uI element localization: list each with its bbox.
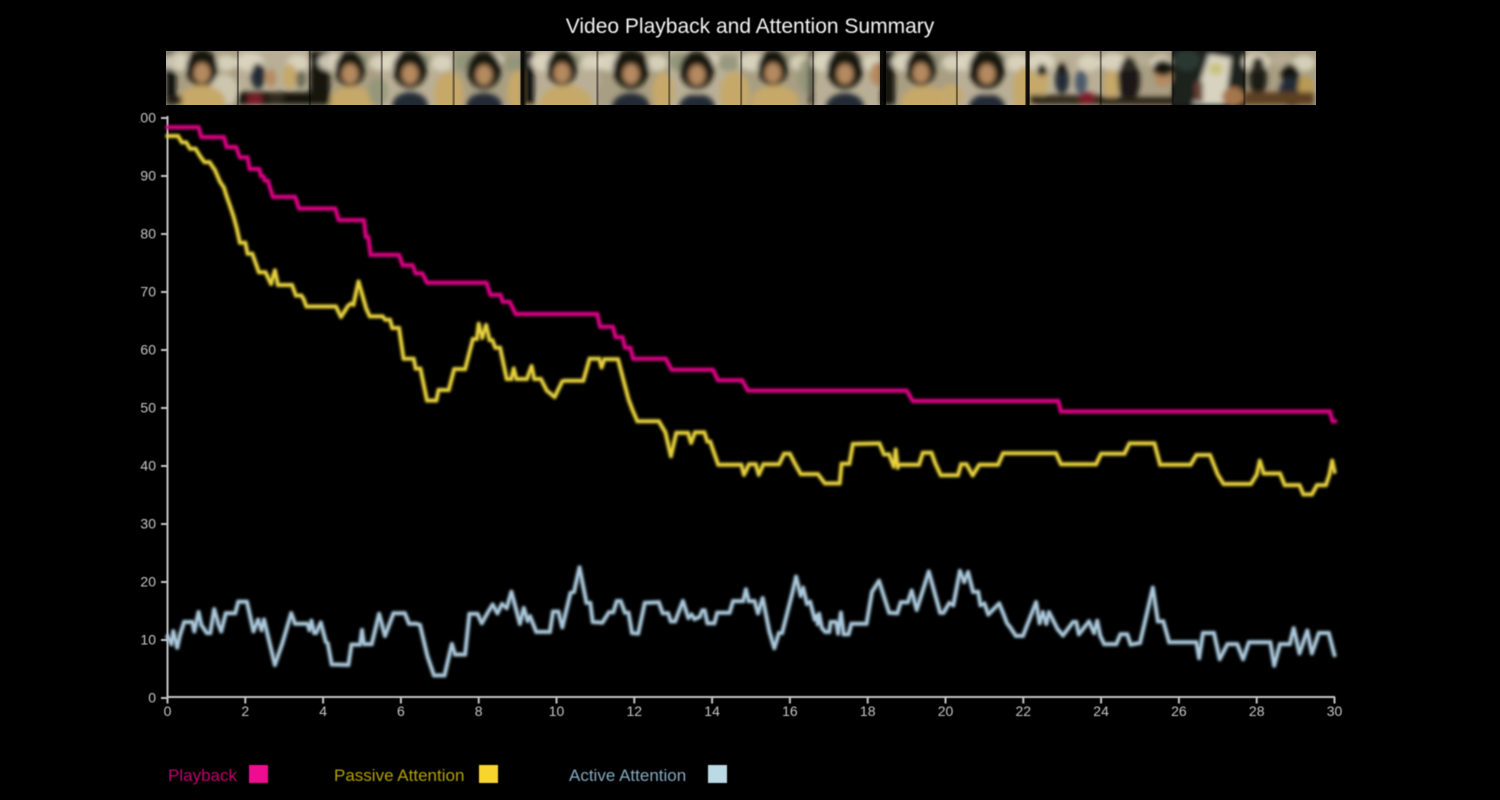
svg-text:Playback: Playback bbox=[168, 766, 237, 785]
svg-text:22: 22 bbox=[1016, 703, 1032, 719]
svg-text:24: 24 bbox=[1093, 703, 1109, 719]
svg-text:12: 12 bbox=[627, 703, 643, 719]
svg-text:28: 28 bbox=[1249, 703, 1265, 719]
svg-text:16: 16 bbox=[782, 703, 798, 719]
svg-text:18: 18 bbox=[860, 703, 876, 719]
svg-text:30: 30 bbox=[1327, 703, 1343, 719]
svg-text:6: 6 bbox=[397, 703, 405, 719]
svg-text:20: 20 bbox=[938, 703, 954, 719]
svg-text:14: 14 bbox=[704, 703, 720, 719]
svg-text:40: 40 bbox=[140, 458, 156, 474]
svg-text:8: 8 bbox=[475, 703, 483, 719]
svg-text:26: 26 bbox=[1171, 703, 1187, 719]
svg-text:0: 0 bbox=[148, 690, 156, 706]
svg-text:70: 70 bbox=[140, 284, 156, 300]
svg-text:90: 90 bbox=[140, 168, 156, 184]
svg-text:30: 30 bbox=[140, 516, 156, 532]
svg-text:Video Playback and Attention S: Video Playback and Attention Summary bbox=[566, 15, 935, 38]
svg-text:10: 10 bbox=[549, 703, 565, 719]
svg-text:20: 20 bbox=[140, 574, 156, 590]
svg-text:2: 2 bbox=[241, 703, 249, 719]
svg-text:10: 10 bbox=[140, 632, 156, 648]
svg-text:50: 50 bbox=[140, 400, 156, 416]
svg-text:0: 0 bbox=[164, 703, 172, 719]
svg-text:Passive Attention: Passive Attention bbox=[334, 766, 464, 785]
svg-text:Active Attention: Active Attention bbox=[569, 766, 686, 785]
svg-text:4: 4 bbox=[319, 703, 327, 719]
svg-text:80: 80 bbox=[140, 226, 156, 242]
svg-text:60: 60 bbox=[140, 342, 156, 358]
